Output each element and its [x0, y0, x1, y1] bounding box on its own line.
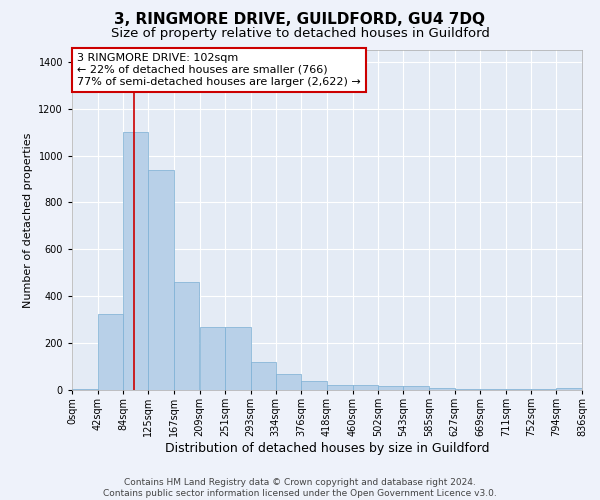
X-axis label: Distribution of detached houses by size in Guildford: Distribution of detached houses by size …: [165, 442, 489, 455]
Bar: [506, 389, 531, 390]
Y-axis label: Number of detached properties: Number of detached properties: [23, 132, 33, 308]
Bar: [301, 380, 327, 390]
Bar: [353, 386, 378, 390]
Text: Size of property relative to detached houses in Guildford: Size of property relative to detached ho…: [110, 28, 490, 40]
Bar: [98, 314, 123, 390]
Bar: [199, 326, 225, 390]
Bar: [327, 386, 353, 390]
Bar: [148, 170, 174, 390]
Text: 3 RINGMORE DRIVE: 102sqm
← 22% of detached houses are smaller (766)
77% of semi-: 3 RINGMORE DRIVE: 102sqm ← 22% of detach…: [77, 54, 361, 86]
Bar: [556, 388, 582, 390]
Bar: [378, 386, 403, 390]
Bar: [72, 389, 98, 390]
Bar: [225, 326, 251, 390]
Bar: [429, 388, 455, 390]
Bar: [455, 389, 480, 390]
Bar: [174, 282, 199, 390]
Bar: [251, 362, 276, 390]
Bar: [123, 132, 148, 390]
Bar: [480, 389, 506, 390]
Bar: [531, 389, 556, 390]
Text: 3, RINGMORE DRIVE, GUILDFORD, GU4 7DQ: 3, RINGMORE DRIVE, GUILDFORD, GU4 7DQ: [115, 12, 485, 28]
Bar: [276, 374, 301, 390]
Text: Contains HM Land Registry data © Crown copyright and database right 2024.
Contai: Contains HM Land Registry data © Crown c…: [103, 478, 497, 498]
Bar: [403, 386, 429, 390]
